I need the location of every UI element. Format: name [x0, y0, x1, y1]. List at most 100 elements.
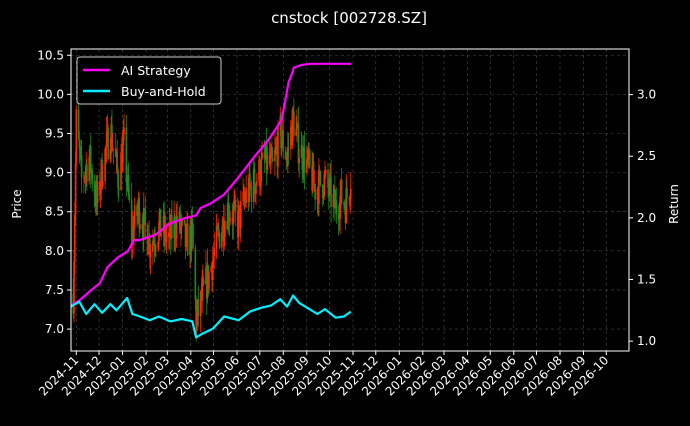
- price-candle-body: [327, 169, 329, 188]
- price-candle-body: [309, 150, 311, 166]
- price-candle-body: [144, 208, 147, 225]
- price-candle-body: [293, 111, 295, 136]
- left-tick-label: 9.0: [45, 166, 64, 180]
- price-candle-body: [180, 219, 183, 227]
- price-candle-body: [234, 200, 237, 212]
- price-candle-body: [266, 154, 269, 170]
- price-candle-body: [264, 157, 266, 159]
- price-candle-body: [322, 195, 325, 198]
- price-candle-body: [343, 202, 345, 205]
- price-candle-body: [345, 188, 348, 223]
- price-candle-body: [93, 184, 96, 197]
- price-candle-body: [271, 149, 273, 159]
- price-candle-body: [105, 147, 107, 150]
- price-candle-body: [153, 240, 156, 246]
- price-candle-body: [233, 204, 235, 210]
- price-candle-body: [181, 219, 184, 221]
- price-candle-body: [74, 163, 77, 215]
- price-candle-body: [213, 248, 216, 256]
- price-candle-body: [312, 161, 315, 185]
- price-candle-body: [253, 168, 256, 188]
- price-candle-body: [183, 219, 186, 225]
- price-candle-body: [222, 218, 225, 242]
- price-candle-body: [180, 226, 182, 231]
- price-candle-body: [297, 123, 300, 164]
- price-candle-body: [102, 181, 104, 187]
- price-candle-body: [227, 202, 230, 222]
- price-candle-body: [287, 147, 289, 157]
- price-candle-body: [75, 109, 78, 164]
- price-candle-body: [335, 200, 338, 215]
- price-candle-body: [122, 134, 125, 146]
- price-candle-body: [349, 188, 352, 199]
- price-candle-body: [318, 169, 321, 172]
- left-axis-ticks: 7.0 7.5 8.0 8.5 9.0 9.5 10.0 10.5: [37, 48, 71, 336]
- price-candle-body: [192, 224, 194, 249]
- price-candle-body: [80, 151, 82, 156]
- price-candle-body: [107, 127, 109, 160]
- price-candle-body: [280, 116, 282, 148]
- price-candle-body: [112, 148, 115, 150]
- price-candle-body: [208, 272, 210, 289]
- price-candle-body: [321, 185, 324, 198]
- price-candle-body: [328, 179, 331, 196]
- price-candle-body: [199, 291, 202, 317]
- price-candle-body: [349, 198, 351, 200]
- price-candle-body: [274, 147, 277, 151]
- price-candle-body: [157, 241, 159, 248]
- price-candle-body: [73, 262, 75, 314]
- price-candle-body: [245, 188, 247, 204]
- price-candle-body: [147, 253, 150, 255]
- price-candle-body: [330, 176, 332, 208]
- price-candle-body: [258, 159, 261, 187]
- price-candle-body: [123, 127, 125, 135]
- price-candle-body: [284, 151, 287, 159]
- price-candle-body: [218, 229, 220, 234]
- price-candle-body: [154, 245, 156, 248]
- right-tick-label: 1.0: [637, 334, 656, 348]
- right-tick-label: 3.0: [637, 88, 656, 102]
- price-candle-body: [319, 171, 322, 186]
- price-candle-body: [155, 247, 157, 249]
- price-candle-body: [125, 127, 128, 183]
- price-candle-body: [291, 109, 294, 146]
- price-candle-body: [164, 222, 167, 242]
- price-candle-body: [80, 155, 83, 178]
- price-candle-body: [201, 283, 203, 301]
- price-candle-body: [197, 299, 200, 317]
- price-candle-body: [303, 147, 306, 173]
- price-candle-body: [175, 216, 178, 239]
- price-candle-body: [295, 128, 297, 136]
- price-candle-body: [282, 130, 285, 152]
- price-candle-body: [292, 109, 294, 112]
- price-candle-body: [194, 248, 197, 300]
- price-candle-body: [105, 132, 108, 148]
- price-candle-body: [249, 173, 251, 186]
- price-candle-body: [271, 158, 274, 162]
- price-candle-body: [160, 233, 163, 237]
- price-candle-body: [146, 224, 149, 255]
- price-candle-body: [138, 197, 141, 229]
- legend: AI Strategy Buy-and-Hold: [76, 56, 222, 105]
- price-candle-body: [269, 154, 272, 165]
- price-candles: [72, 97, 352, 342]
- price-candle-body: [263, 152, 266, 158]
- price-candle-body: [259, 181, 262, 187]
- price-candle-body: [139, 224, 141, 229]
- price-candle-body: [232, 209, 235, 225]
- price-candle-body: [339, 195, 341, 219]
- price-candle-body: [240, 201, 242, 228]
- price-candle-body: [216, 226, 219, 230]
- price-candle-body: [224, 220, 226, 238]
- price-candle-body: [83, 177, 86, 179]
- price-candle-body: [101, 159, 103, 187]
- price-candle-body: [176, 216, 178, 222]
- price-candle-body: [280, 141, 283, 148]
- price-candle-body: [228, 220, 231, 222]
- chart-title: cnstock [002728.SZ]: [271, 9, 427, 27]
- price-candle-body: [202, 279, 205, 284]
- price-candle-body: [133, 226, 135, 241]
- right-axis-ticks: 1.0 1.5 2.0 2.5 3.0: [629, 88, 656, 348]
- price-candle-body: [77, 109, 80, 139]
